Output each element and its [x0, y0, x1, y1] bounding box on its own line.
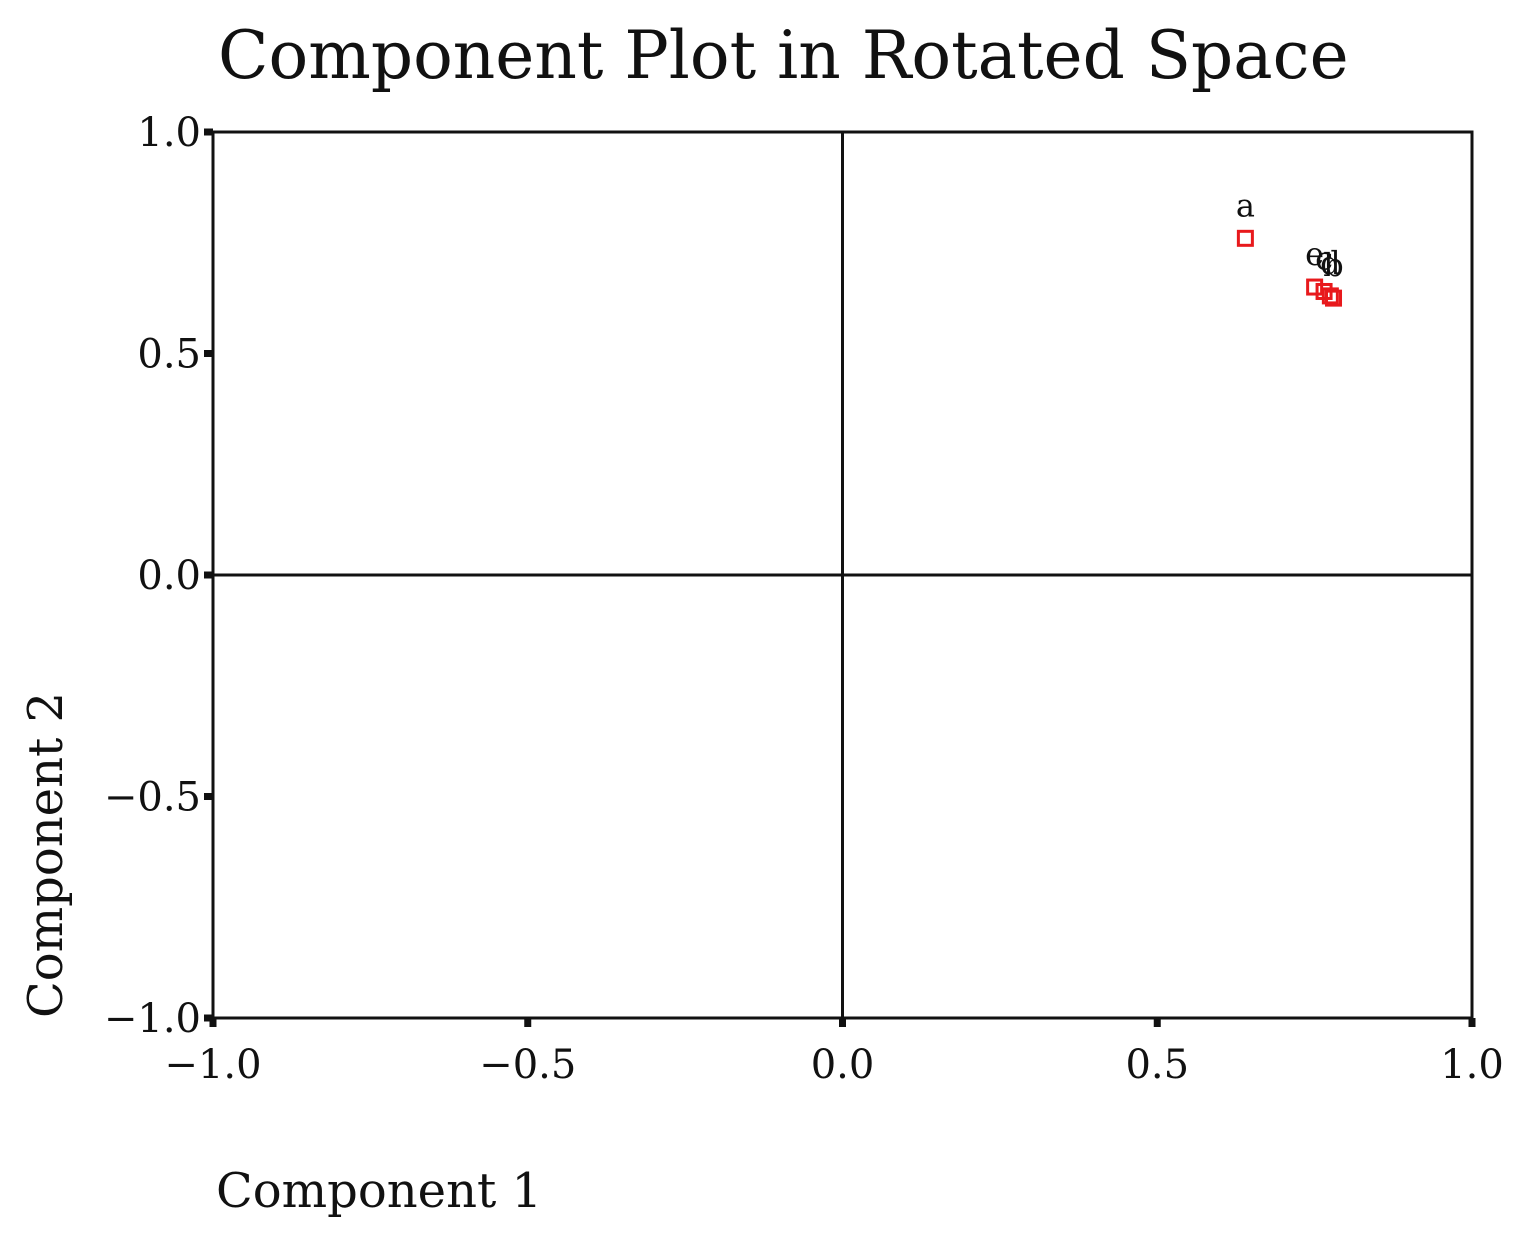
point-label-c: c	[1315, 239, 1333, 277]
x-tick-label: 0.5	[1125, 1042, 1189, 1088]
y-axis-label: Component 2	[18, 692, 74, 1018]
point-label-a: a	[1236, 186, 1255, 224]
data-point-e	[1306, 278, 1324, 296]
y-tick-label: 0.5	[137, 332, 201, 378]
point-label-d: d	[1320, 244, 1340, 282]
x-tick-label: −0.5	[479, 1042, 576, 1088]
point-label-b: b	[1323, 246, 1343, 284]
y-tick-label: −1.0	[104, 996, 201, 1042]
x-tick-label: 0.0	[811, 1042, 875, 1088]
reference-lines	[213, 132, 1472, 1018]
data-point-b	[1325, 289, 1343, 307]
x-tick-label: 1.0	[1440, 1042, 1504, 1088]
data-point-d	[1321, 287, 1339, 305]
y-tick-label: 1.0	[137, 110, 201, 156]
x-axis-ticks: −1.0 −0.5 0.0 0.5 1.0	[164, 1018, 1504, 1088]
x-tick-label: −1.0	[164, 1042, 261, 1088]
y-axis-ticks: 1.0 0.5 0.0 −0.5 −1.0	[104, 110, 213, 1042]
x-axis-label: Component 1	[216, 1163, 542, 1219]
chart-title: Component Plot in Rotated Space	[218, 17, 1349, 94]
data-point-a	[1236, 229, 1254, 247]
point-label-e: e	[1305, 235, 1324, 273]
y-tick-label: 0.0	[137, 553, 201, 599]
y-tick-label: −0.5	[104, 775, 201, 821]
